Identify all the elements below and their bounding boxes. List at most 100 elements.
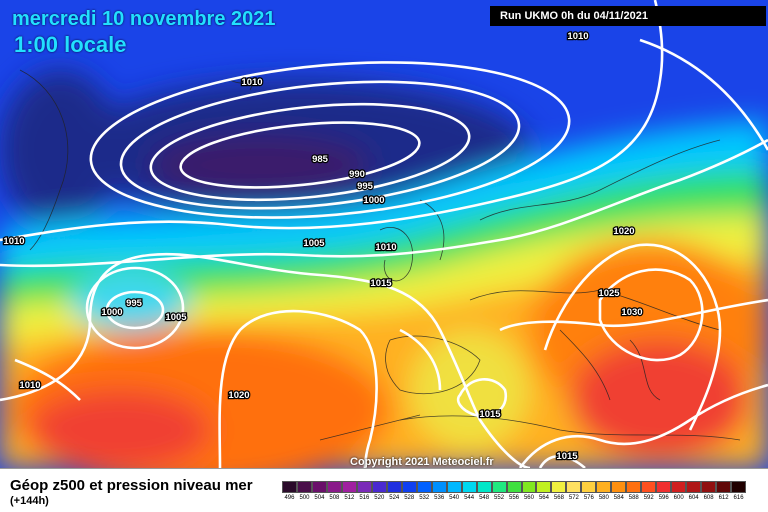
scale-swatch xyxy=(431,481,447,493)
scale-label: 560 xyxy=(523,495,534,501)
scale-step: 540 xyxy=(446,481,462,507)
isobar-label: 1015 xyxy=(479,409,501,420)
isobar-label: 985 xyxy=(312,154,329,165)
scale-label: 496 xyxy=(284,495,295,501)
scale-label: 520 xyxy=(374,495,385,501)
scale-label: 500 xyxy=(299,495,310,501)
isobar-labels: 1010 985 990 995 1000 1010 1005 1010 101… xyxy=(2,30,644,464)
scale-step: 548 xyxy=(476,481,492,507)
isobar-label: 1000 xyxy=(363,195,384,206)
scale-step: 592 xyxy=(641,481,657,507)
scale-step: 516 xyxy=(356,481,372,507)
scale-swatch xyxy=(476,481,492,493)
scale-step: 612 xyxy=(716,481,732,507)
scale-step: 520 xyxy=(371,481,387,507)
scale-step: 588 xyxy=(626,481,642,507)
scale-step: 524 xyxy=(386,481,402,507)
coastlines xyxy=(19,69,741,441)
isobar-label: 995 xyxy=(357,181,374,192)
color-scale: 496 500 504 508 512 516 520 524 528 532 536 540 544 5… xyxy=(282,481,747,507)
scale-swatch xyxy=(611,481,627,493)
scale-swatch xyxy=(626,481,642,493)
scale-label: 564 xyxy=(538,495,549,501)
scale-label: 556 xyxy=(509,495,520,501)
scale-label: 568 xyxy=(553,495,564,501)
scale-step: 608 xyxy=(701,481,717,507)
scale-swatch xyxy=(656,481,672,493)
scale-label: 572 xyxy=(568,495,579,501)
scale-step: 512 xyxy=(341,481,357,507)
isobars xyxy=(0,0,768,468)
forecast-lead-time: (+144h) xyxy=(10,495,49,507)
legend-panel: Géop z500 et pression niveau mer (+144h)… xyxy=(0,468,768,512)
geopotential-map: 1010 985 990 995 1000 1010 1005 1010 101… xyxy=(0,0,768,468)
scale-swatch xyxy=(716,481,732,493)
scale-step: 584 xyxy=(611,481,627,507)
scale-swatch xyxy=(446,481,462,493)
scale-label: 604 xyxy=(688,495,699,501)
scale-swatch xyxy=(341,481,357,493)
scale-label: 524 xyxy=(389,495,400,501)
isobar-label: 1020 xyxy=(613,226,634,237)
scale-step: 508 xyxy=(326,481,342,507)
scale-swatch xyxy=(731,481,747,493)
scale-label: 588 xyxy=(628,495,639,501)
scale-label: 512 xyxy=(344,495,355,501)
scale-swatch xyxy=(521,481,537,493)
scale-label: 584 xyxy=(613,495,624,501)
scale-swatch xyxy=(311,481,327,493)
scale-swatch xyxy=(596,481,612,493)
scale-step: 528 xyxy=(401,481,417,507)
scale-step: 580 xyxy=(596,481,612,507)
scale-label: 508 xyxy=(329,495,340,501)
scale-step: 616 xyxy=(731,481,747,507)
scale-label: 516 xyxy=(359,495,370,501)
scale-step: 556 xyxy=(506,481,522,507)
scale-step: 536 xyxy=(431,481,447,507)
scale-label: 504 xyxy=(314,495,325,501)
scale-label: 532 xyxy=(419,495,430,501)
scale-swatch xyxy=(491,481,507,493)
scale-step: 600 xyxy=(671,481,687,507)
scale-step: 572 xyxy=(566,481,582,507)
scale-label: 616 xyxy=(733,495,744,501)
scale-step: 496 xyxy=(282,481,297,507)
scale-step: 564 xyxy=(536,481,552,507)
scale-swatch xyxy=(506,481,522,493)
isobar-label: 1010 xyxy=(375,242,396,253)
scale-swatch xyxy=(551,481,567,493)
scale-step: 596 xyxy=(656,481,672,507)
scale-label: 580 xyxy=(598,495,609,501)
copyright: Copyright 2021 Meteociel.fr xyxy=(350,456,494,468)
scale-step: 604 xyxy=(686,481,702,507)
legend-title: Géop z500 et pression niveau mer xyxy=(10,477,253,494)
isobar-label: 1010 xyxy=(567,31,588,42)
scale-step: 552 xyxy=(491,481,507,507)
forecast-time: 1:00 locale xyxy=(14,32,127,57)
scale-swatch xyxy=(386,481,402,493)
isobar-label: 990 xyxy=(349,169,365,180)
isobar-label: 1015 xyxy=(556,451,578,462)
scale-swatch xyxy=(671,481,687,493)
scale-step: 568 xyxy=(551,481,567,507)
scale-swatch xyxy=(701,481,717,493)
scale-swatch xyxy=(416,481,432,493)
scale-label: 548 xyxy=(479,495,490,501)
isobar-label: 1015 xyxy=(370,278,392,289)
isobar-label: 1020 xyxy=(228,390,249,401)
scale-label: 540 xyxy=(449,495,460,501)
scale-label: 612 xyxy=(718,495,729,501)
scale-swatch xyxy=(566,481,582,493)
scale-label: 528 xyxy=(404,495,415,501)
isobar-label: 1000 xyxy=(101,307,122,318)
scale-label: 592 xyxy=(643,495,654,501)
scale-swatch xyxy=(686,481,702,493)
forecast-date: mercredi 10 novembre 2021 xyxy=(12,8,276,30)
isobar-label: 1010 xyxy=(19,380,40,391)
isobar-label: 1010 xyxy=(3,236,24,247)
scale-swatch xyxy=(401,481,417,493)
scale-step: 576 xyxy=(581,481,597,507)
scale-label: 576 xyxy=(583,495,594,501)
scale-step: 532 xyxy=(416,481,432,507)
